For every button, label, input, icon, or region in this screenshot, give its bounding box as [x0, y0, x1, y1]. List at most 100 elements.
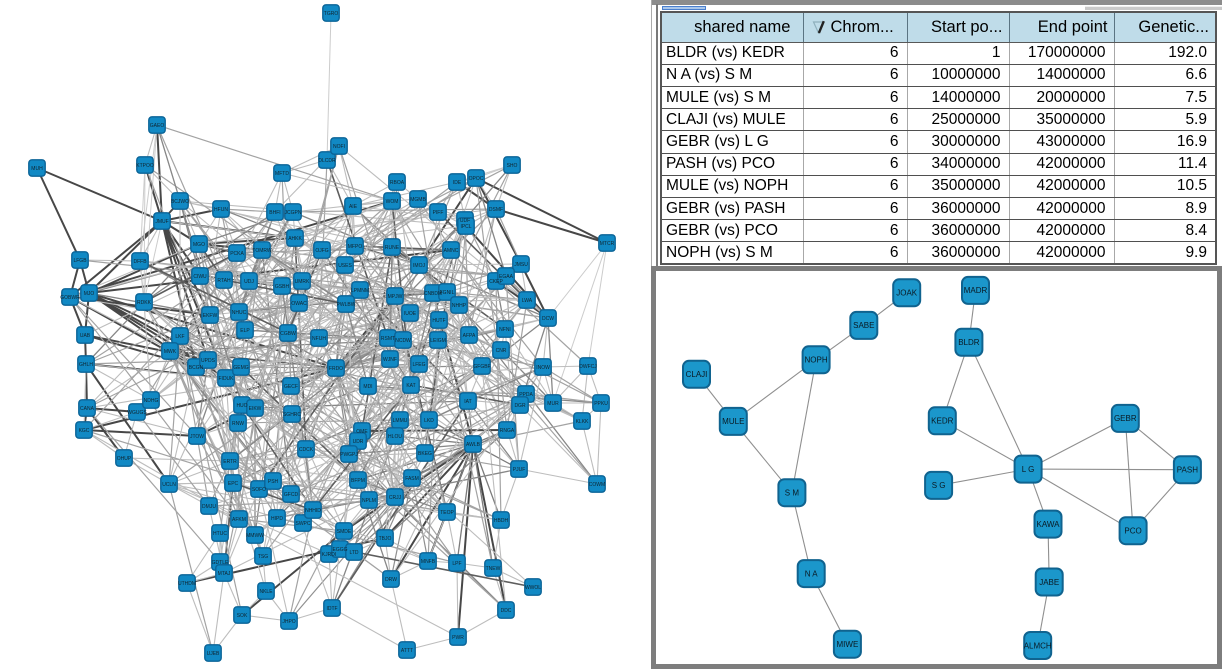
- svg-text:NHHID: NHHID: [305, 508, 321, 514]
- svg-text:UTHDM: UTHDM: [178, 581, 196, 587]
- svg-text:HUO: HUO: [236, 403, 247, 409]
- svg-text:MFTD: MFTD: [275, 171, 289, 177]
- svg-text:UDF: UDF: [460, 218, 470, 224]
- svg-text:SHO: SHO: [507, 163, 518, 169]
- svg-text:MGO: MGO: [193, 242, 205, 248]
- svg-text:HBDH: HBDH: [494, 518, 509, 524]
- svg-text:EPC: EPC: [228, 481, 239, 487]
- svg-text:GHLH: GHLH: [79, 362, 93, 368]
- svg-text:PCKA: PCKA: [230, 251, 244, 257]
- svg-text:ERTR: ERTR: [223, 459, 237, 465]
- svg-text:INOW: INOW: [536, 365, 550, 371]
- svg-text:GFGBF: GFGBF: [473, 364, 490, 370]
- svg-text:RTAH: RTAH: [217, 278, 231, 284]
- svg-text:IAT: IAT: [464, 399, 471, 405]
- svg-text:TEOP: TEOP: [440, 510, 454, 516]
- svg-text:GSBH: GSBH: [275, 284, 290, 290]
- svg-text:NFNI: NFNI: [499, 327, 511, 333]
- svg-text:LKD: LKD: [424, 418, 434, 424]
- svg-text:CRJJ: CRJJ: [389, 495, 402, 501]
- svg-text:GAEO: GAEO: [150, 123, 165, 129]
- svg-text:MPJW: MPJW: [388, 294, 403, 300]
- svg-text:WGUGS: WGUGS: [127, 410, 147, 416]
- svg-text:RDKK: RDKK: [137, 300, 152, 306]
- svg-text:JOAK: JOAK: [896, 289, 918, 298]
- svg-text:JCGPN: JCGPN: [285, 210, 302, 216]
- svg-text:EKFW: EKFW: [203, 313, 218, 319]
- svg-text:KLKK: KLKK: [576, 419, 589, 425]
- svg-text:AFPA: AFPA: [463, 333, 476, 339]
- svg-text:L G: L G: [1022, 465, 1035, 474]
- svg-text:RBOA: RBOA: [390, 180, 405, 186]
- svg-text:LFEG: LFEG: [412, 362, 425, 368]
- svg-text:PPDA: PPDA: [519, 392, 533, 398]
- svg-text:BCGN: BCGN: [189, 365, 204, 371]
- svg-text:DCW: DCW: [542, 316, 554, 322]
- svg-text:LKF: LKF: [175, 334, 184, 340]
- svg-text:PCO: PCO: [1124, 527, 1141, 536]
- svg-text:HFUN: HFUN: [214, 207, 228, 213]
- svg-text:KAT: KAT: [406, 383, 415, 389]
- svg-text:DFFB: DFFB: [133, 259, 147, 265]
- svg-text:FIDUK: FIDUK: [219, 376, 235, 382]
- svg-text:LPMNM: LPMNM: [351, 288, 369, 294]
- svg-text:NKLE: NKLE: [259, 589, 273, 595]
- svg-text:HLOU: HLOU: [388, 434, 402, 440]
- svg-text:UDR: UDR: [353, 439, 364, 445]
- svg-text:UMRK: UMRK: [295, 279, 310, 285]
- svg-text:LPF: LPF: [452, 561, 461, 567]
- svg-text:PWR: PWR: [452, 635, 464, 641]
- svg-text:UCLN: UCLN: [162, 482, 176, 488]
- svg-text:SOFO: SOFO: [252, 487, 266, 493]
- svg-text:SMDE: SMDE: [337, 529, 352, 535]
- svg-text:FASM: FASM: [405, 476, 419, 482]
- svg-text:PWGPJ: PWGPJ: [340, 452, 358, 458]
- svg-text:UPDS: UPDS: [201, 358, 216, 364]
- svg-text:SOK: SOK: [237, 613, 248, 619]
- svg-text:RUNE: RUNE: [385, 245, 400, 251]
- svg-text:CNBDM: CNBDM: [424, 291, 442, 297]
- svg-text:WOM: WOM: [386, 199, 399, 205]
- svg-text:AIE: AIE: [349, 204, 358, 210]
- svg-text:NOPH: NOPH: [805, 356, 828, 365]
- svg-text:TBJO: TBJO: [379, 536, 392, 542]
- svg-text:IMOJ: IMOJ: [413, 263, 425, 269]
- svg-text:OJFG: OJFG: [315, 248, 328, 254]
- svg-text:DSMF: DSMF: [489, 207, 503, 213]
- svg-text:RNW: RNW: [232, 421, 244, 427]
- svg-text:JTOW: JTOW: [190, 434, 204, 440]
- svg-text:HIPD: HIPD: [271, 516, 283, 522]
- svg-text:KGC: KGC: [79, 428, 90, 434]
- svg-text:CIWU: CIWU: [193, 274, 207, 280]
- svg-text:MULE: MULE: [722, 417, 744, 426]
- svg-text:MADR: MADR: [964, 286, 988, 295]
- svg-text:BFPM: BFPM: [351, 478, 365, 484]
- svg-text:NHUC: NHUC: [232, 310, 247, 316]
- svg-text:S M: S M: [785, 489, 800, 498]
- svg-text:COWM: COWM: [589, 482, 605, 488]
- svg-text:CNR: CNR: [496, 348, 507, 354]
- svg-text:KAWA: KAWA: [1037, 520, 1061, 529]
- svg-text:DWFCJ: DWFCJ: [579, 364, 597, 370]
- svg-text:FGNIL: FGNIL: [440, 290, 455, 296]
- svg-text:RSMT: RSMT: [381, 336, 395, 342]
- svg-text:RNGA: RNGA: [500, 428, 515, 434]
- svg-text:MTCR: MTCR: [600, 241, 615, 247]
- svg-text:OME: OME: [356, 429, 368, 435]
- svg-text:BHFI: BHFI: [269, 210, 280, 216]
- svg-text:DGR: DGR: [514, 403, 526, 409]
- svg-text:PIFF: PIFF: [433, 210, 444, 216]
- svg-text:FRDO: FRDO: [329, 366, 343, 372]
- svg-text:HUTF: HUTF: [432, 318, 445, 324]
- svg-text:HTUC: HTUC: [213, 531, 227, 537]
- svg-text:WJNF: WJNF: [383, 357, 397, 363]
- svg-text:JMSU: JMSU: [514, 262, 528, 268]
- svg-text:TSG: TSG: [258, 554, 268, 560]
- svg-text:IDE: IDE: [453, 180, 462, 186]
- svg-text:AWLB: AWLB: [466, 442, 481, 448]
- svg-text:SWPC: SWPC: [296, 521, 311, 527]
- svg-text:CLAJI: CLAJI: [686, 370, 708, 379]
- svg-text:KJRDI: KJRDI: [322, 552, 336, 558]
- svg-text:GEBR: GEBR: [1114, 414, 1137, 423]
- svg-text:WWOL: WWOL: [525, 585, 541, 591]
